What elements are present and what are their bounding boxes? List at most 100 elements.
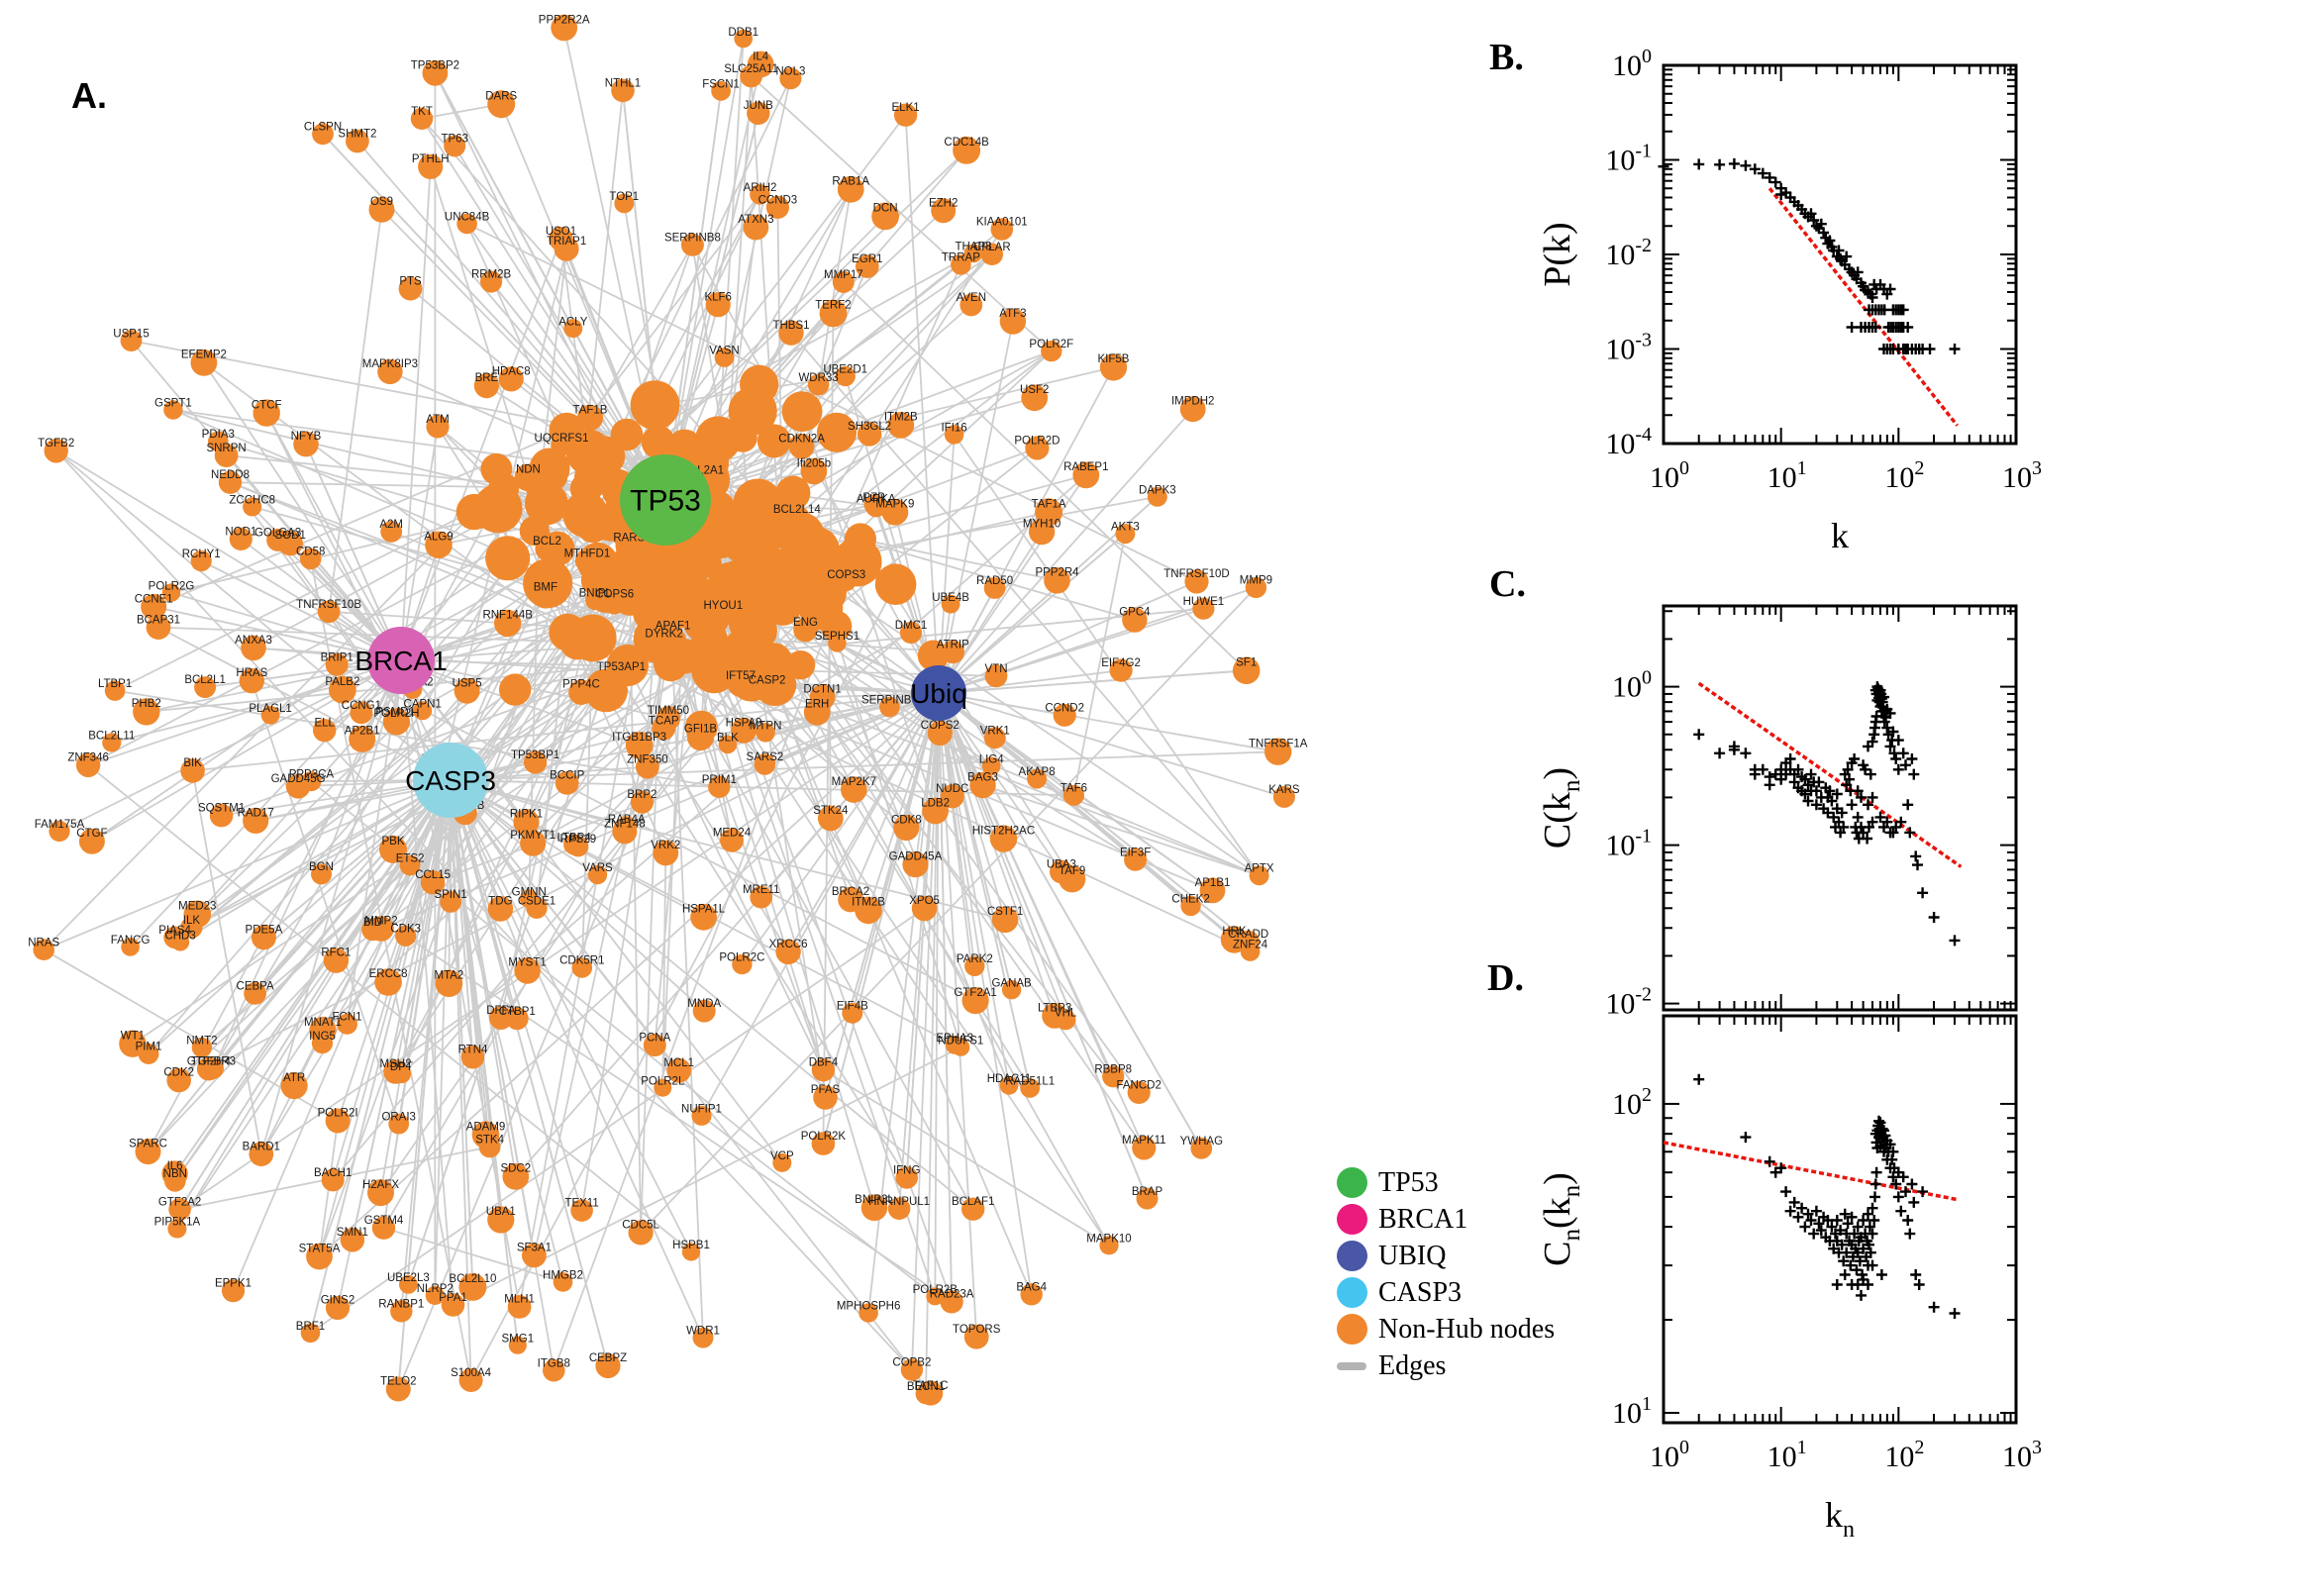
network-node-label: PCNA (639, 1033, 670, 1045)
network-node-label: BMF (534, 581, 557, 593)
network-node (168, 1198, 191, 1221)
network-node-label: USO1 (546, 226, 576, 238)
network-node-label: ITGB8 (538, 1357, 570, 1369)
network-node-label: CDK3 (390, 924, 421, 936)
x-tick-label: 100 (1650, 457, 1689, 494)
network-node (505, 1007, 529, 1031)
network-edge (153, 606, 402, 661)
network-node-label: FANCD2 (1117, 1079, 1162, 1091)
network-node-label: TP53BP1 (511, 749, 559, 761)
network-node-label: XRCC6 (769, 939, 808, 950)
network-edge (148, 779, 452, 1055)
data-point (1818, 227, 1830, 239)
network-node-label: RAB4A (608, 814, 646, 826)
data-point (1861, 1250, 1872, 1262)
data-point (1904, 827, 1916, 839)
network-node-label: ATM (426, 414, 449, 426)
network-node-label: ERCC8 (369, 968, 408, 980)
network-edge (450, 779, 556, 1371)
data-point (1833, 816, 1845, 828)
data-point (1792, 200, 1804, 211)
network-node (120, 330, 143, 351)
network-node-label: MNAT1 (304, 1017, 342, 1029)
data-point (1867, 304, 1878, 316)
network-edge (664, 63, 762, 501)
data-point (1764, 1155, 1775, 1167)
data-point (1860, 322, 1871, 333)
data-point (1802, 795, 1814, 807)
network-node (214, 444, 239, 467)
data-point (1828, 1243, 1840, 1254)
network-node (800, 552, 834, 586)
network-node (532, 581, 559, 609)
data-point (1884, 283, 1896, 295)
network-node-label: EPHA3 (936, 1033, 973, 1045)
network-node-label: BCL2L10 (449, 1273, 496, 1285)
network-node-label: SOD1 (275, 530, 306, 542)
network-node (180, 916, 203, 939)
network-node-label: TAF1C (913, 1380, 949, 1392)
network-node (902, 851, 929, 878)
data-point (1864, 821, 1874, 833)
network-node (435, 969, 463, 998)
data-point (1815, 218, 1827, 230)
network-node-label: HRK (1222, 926, 1247, 938)
data-point (1881, 288, 1893, 300)
network-node-label: LTBP4 (556, 832, 591, 844)
data-point (1845, 785, 1857, 797)
data-point (1775, 189, 1787, 200)
network-node-label: POLR2C (719, 951, 764, 963)
fit-line (1768, 187, 1960, 427)
data-point (1875, 693, 1887, 705)
network-node-label: TGFBR3 (191, 1056, 236, 1068)
network-node (385, 1376, 411, 1402)
network-node (940, 1290, 963, 1314)
data-point (1856, 791, 1867, 803)
network-node (734, 29, 753, 49)
data-point (1810, 220, 1822, 232)
data-point (1799, 208, 1811, 220)
data-point (1867, 1228, 1878, 1240)
data-point (1824, 1235, 1836, 1247)
data-point (1780, 768, 1792, 780)
data-point (1831, 1215, 1843, 1226)
network-edge (850, 692, 940, 900)
network-node (520, 830, 547, 856)
network-node (487, 90, 516, 119)
data-point (1838, 821, 1850, 833)
data-point (1780, 187, 1792, 199)
y-tick-label: 10-3 (1605, 330, 1652, 366)
network-node (983, 727, 1006, 749)
legend-item-label: TP53 (1378, 1166, 1439, 1198)
network-node (758, 677, 776, 696)
network-node-label: AKT3 (1111, 522, 1140, 534)
panel-b-label: B. (1489, 37, 1524, 78)
network-node (1115, 524, 1136, 545)
data-point (1904, 1228, 1916, 1240)
network-node (787, 506, 807, 527)
network-node-label: HYOU1 (703, 600, 743, 612)
data-point (1784, 753, 1796, 764)
data-point (1869, 304, 1881, 316)
plot-frame (1662, 63, 2018, 446)
data-point (1913, 344, 1925, 354)
network-node (858, 1303, 878, 1323)
hub-node-tp53 (620, 454, 711, 546)
data-point (1871, 681, 1883, 693)
network-node-label: ITGB1BP3 (612, 732, 666, 744)
network-edge (700, 692, 940, 1117)
network-hubs: TP53 BRCA1 Ubiq CASP3 (354, 454, 967, 818)
network-node (800, 457, 828, 485)
network-node (720, 828, 744, 852)
network-node (788, 433, 815, 459)
y-tick-label: 10-2 (1605, 984, 1652, 1021)
network-edge (774, 515, 1136, 621)
legend-item-label: Edges (1378, 1349, 1447, 1381)
network-node (680, 233, 704, 256)
network-node-label: FAM175A (35, 819, 85, 831)
data-point (1908, 1196, 1920, 1208)
network-edge (253, 779, 452, 995)
data-point (1813, 222, 1825, 234)
network-node (167, 1219, 187, 1239)
network-node-label: BAG3 (967, 771, 998, 783)
